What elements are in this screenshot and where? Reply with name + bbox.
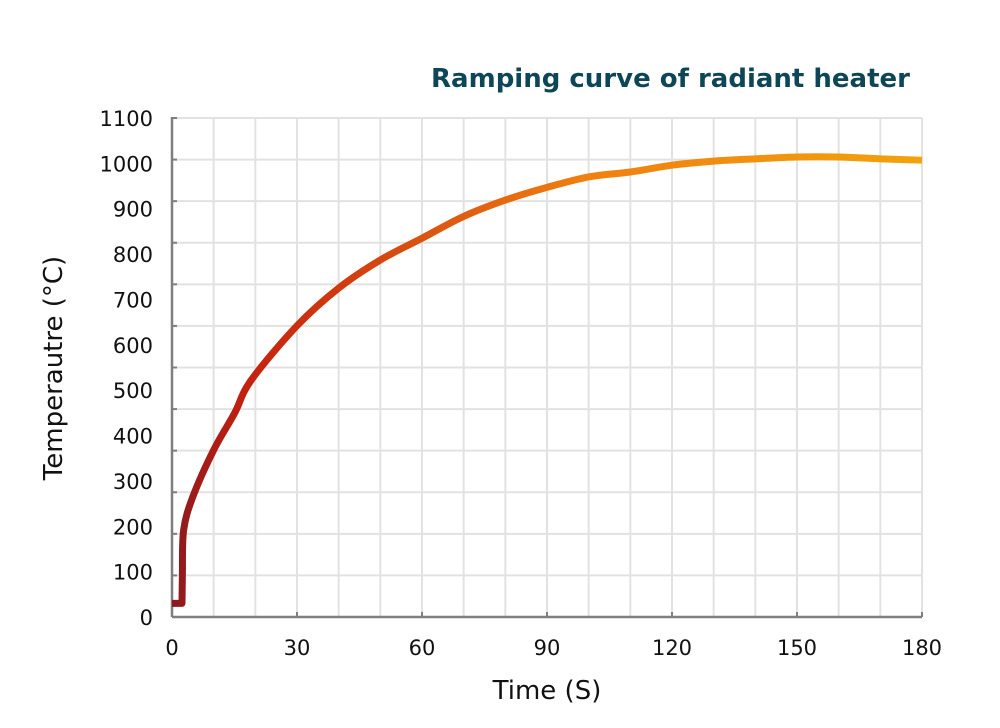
y-tick-label: 800: [113, 243, 153, 267]
y-tick-label: 600: [113, 334, 153, 358]
x-tick-label: 30: [284, 636, 311, 660]
y-tick-label: 700: [113, 288, 153, 312]
y-axis-title: Temperautre (°C): [39, 256, 69, 481]
y-tick-label: 300: [113, 470, 153, 494]
series: [172, 153, 923, 607]
x-tick-label: 60: [409, 636, 436, 660]
y-tick-label: 1100: [100, 107, 153, 131]
y-tick-label: 500: [113, 379, 153, 403]
temperature-curve: [172, 153, 923, 607]
x-tick-label: 150: [777, 636, 817, 660]
y-tick-label: 0: [140, 606, 153, 630]
x-tick-labels: 0 30 60 90 120 150 180: [165, 636, 942, 660]
y-tick-label: 200: [113, 515, 153, 539]
y-tick-label: 400: [113, 425, 153, 449]
x-axis-title: Time (S): [492, 676, 602, 706]
x-tick-label: 0: [165, 636, 178, 660]
x-tick-label: 120: [652, 636, 692, 660]
y-tick-labels: 0 100 200 300 400 500 600 700 800 900 1000 1100: [100, 107, 153, 630]
y-tick-label: 1000: [100, 152, 153, 176]
x-tick-label: 180: [902, 636, 942, 660]
axes: [170, 117, 923, 619]
chart-title: Ramping curve of radiant heater: [431, 64, 910, 94]
y-tick-label: 100: [113, 561, 153, 585]
y-tick-label: 900: [113, 198, 153, 222]
x-tick-label: 90: [534, 636, 561, 660]
grid: [172, 117, 923, 617]
